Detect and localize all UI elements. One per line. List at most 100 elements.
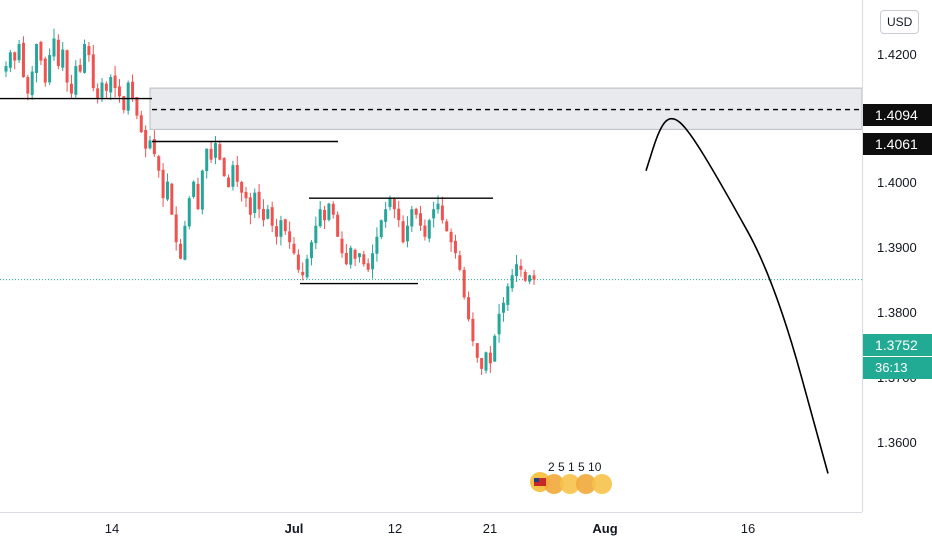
candle-body <box>327 203 331 220</box>
candle-body <box>305 258 309 278</box>
candle-body <box>497 313 501 335</box>
candle-body <box>35 44 39 73</box>
candle-body <box>8 52 12 68</box>
price-axis[interactable]: USD 1.4200 1.4000 1.3900 1.3800 1.3700 1… <box>862 0 932 512</box>
candle-body <box>113 75 117 89</box>
candle-body <box>270 207 274 226</box>
candle-body <box>30 71 34 96</box>
candle-body <box>344 253 348 265</box>
time-tick: 21 <box>482 521 498 536</box>
candle-body <box>314 225 318 244</box>
candle-body <box>21 42 25 78</box>
candle-body <box>266 209 270 219</box>
candle-body <box>205 148 209 172</box>
candle-body <box>480 358 484 369</box>
price-tick: 1.3800 <box>877 305 917 320</box>
candle-body <box>458 255 462 270</box>
candle-body <box>61 49 65 68</box>
projection-curve <box>645 117 829 474</box>
candle-body <box>279 220 283 237</box>
candle-body <box>218 144 222 160</box>
candle-body <box>371 253 375 270</box>
candle-body <box>309 242 313 259</box>
candle-body <box>528 275 532 282</box>
candle-body <box>227 177 231 188</box>
candle-body <box>165 181 169 200</box>
last-price-tag: 1.3752 <box>863 334 932 356</box>
time-axis[interactable]: 14 Jul 12 21 Aug 16 <box>0 512 862 551</box>
price-chart[interactable] <box>0 0 862 512</box>
flag-icons <box>530 472 612 494</box>
candle-body <box>296 254 300 270</box>
candle-body <box>52 38 56 57</box>
candle-body <box>183 225 187 260</box>
candle-body <box>275 226 279 237</box>
candle-body <box>401 221 405 243</box>
candle-body <box>96 88 100 100</box>
candle-body <box>440 205 444 221</box>
candle-body <box>405 225 409 242</box>
candle-body <box>410 209 414 227</box>
candle-body <box>74 66 78 95</box>
event-counts: 2 5 1 5 10 <box>548 460 602 474</box>
currency-label[interactable]: USD <box>880 10 920 34</box>
bar-countdown: 36:13 <box>863 357 932 379</box>
candle-body <box>445 221 449 232</box>
candle-body <box>436 203 440 210</box>
candle-body <box>235 164 239 182</box>
candle-body <box>69 83 73 94</box>
candle-body <box>144 129 148 149</box>
candle-body <box>248 197 252 215</box>
candle-body <box>397 208 401 221</box>
upper-level-tag: 1.4094 <box>863 104 932 126</box>
candle-body <box>179 243 183 259</box>
candle-body <box>349 247 353 265</box>
candle-body <box>357 253 361 258</box>
time-tick: Jul <box>284 521 304 536</box>
candle-body <box>48 55 52 83</box>
candle-body <box>475 343 479 358</box>
price-tick: 1.3600 <box>877 435 917 450</box>
candle-body <box>131 81 135 100</box>
candle-body <box>419 213 423 226</box>
candle-body <box>323 209 327 221</box>
candle-body <box>161 169 165 199</box>
candle-body <box>453 240 457 254</box>
candle-body <box>388 198 392 208</box>
candle-body <box>449 231 453 243</box>
candle-body <box>484 352 488 371</box>
candle-body <box>4 66 8 72</box>
candle-body <box>510 275 514 289</box>
price-tick: 1.4200 <box>877 47 917 62</box>
time-tick: 16 <box>740 521 756 536</box>
candle-body <box>135 97 139 116</box>
candle-body <box>91 54 95 89</box>
candle-body <box>109 77 113 93</box>
candle-body <box>26 77 30 94</box>
candle-body <box>318 209 322 227</box>
candle-body <box>65 50 69 83</box>
candle-body <box>152 139 156 155</box>
candle-body <box>122 96 126 111</box>
candle-body <box>288 231 292 243</box>
candle-body <box>139 115 143 133</box>
dashed-level-tag: 1.4061 <box>863 133 932 155</box>
candle-body <box>462 269 466 298</box>
candle-body <box>523 271 527 281</box>
candle-body <box>104 83 108 91</box>
candle-body <box>493 335 497 362</box>
economic-events-strip[interactable]: 2 5 1 5 10 <box>528 458 620 502</box>
candle-body <box>427 220 431 239</box>
candle-body <box>261 209 265 221</box>
resistance-zone <box>149 87 862 130</box>
candle-body <box>336 214 340 237</box>
candle-body <box>375 236 379 254</box>
candle-body <box>17 44 21 61</box>
candle-body <box>467 297 471 320</box>
candle-body <box>414 208 418 215</box>
time-tick: Aug <box>592 521 618 536</box>
candle-body <box>192 181 196 197</box>
candle-body <box>100 82 104 98</box>
candle-body <box>362 254 366 265</box>
candle-body <box>187 198 191 227</box>
